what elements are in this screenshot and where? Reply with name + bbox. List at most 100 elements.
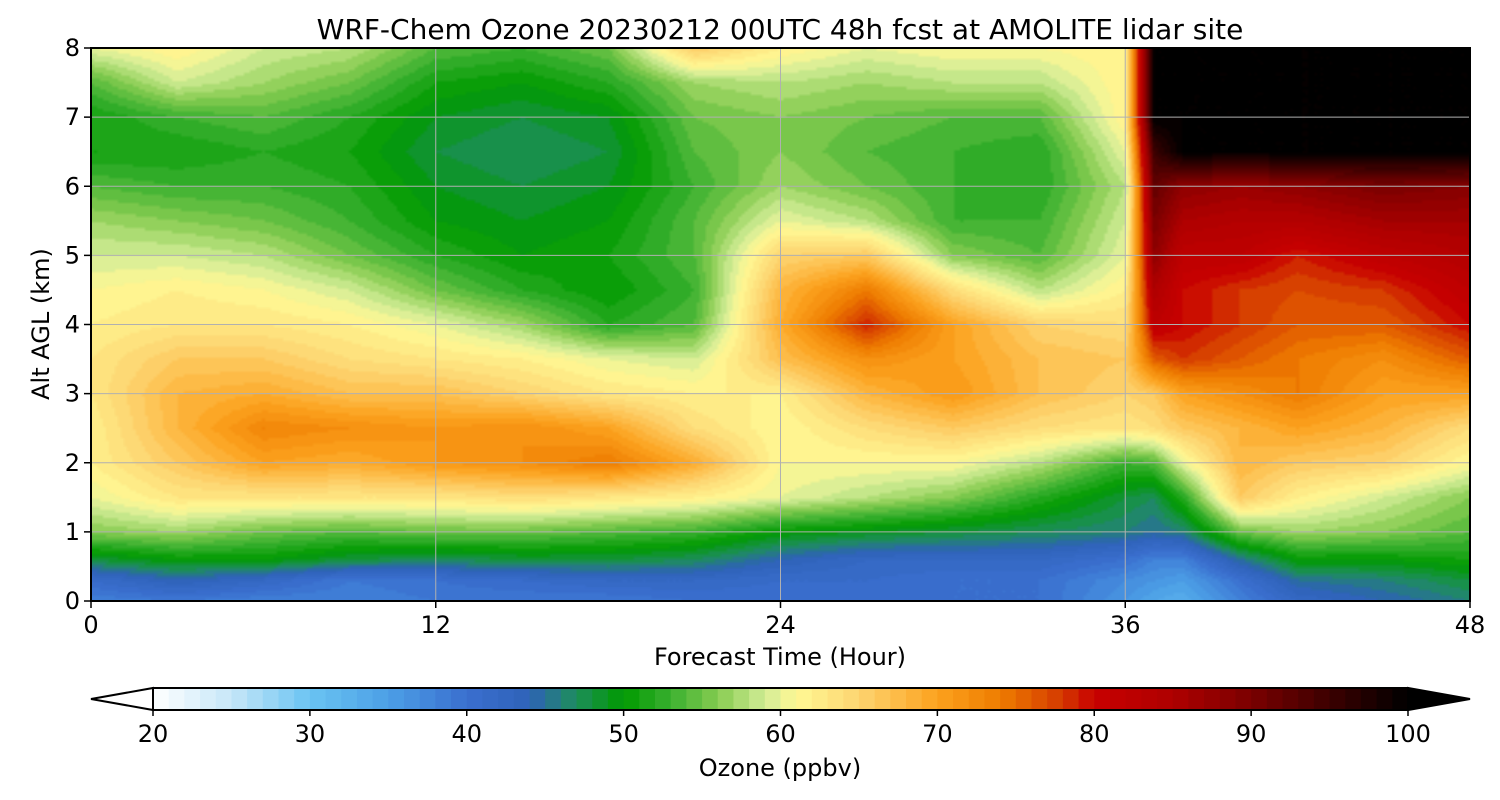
colorbar-cell — [843, 688, 860, 710]
colorbar-cell — [749, 688, 766, 710]
colorbar-cell — [1235, 688, 1252, 710]
colorbar-tick-label: 20 — [138, 720, 169, 748]
colorbar-cell — [1251, 688, 1268, 710]
colorbar-cell — [655, 688, 672, 710]
colorbar-cell — [1125, 688, 1142, 710]
colorbar-extend-min — [90, 686, 154, 712]
colorbar-cell — [545, 688, 562, 710]
colorbar-tick-label: 90 — [1236, 720, 1267, 748]
colorbar-cell — [388, 688, 405, 710]
colorbar-cell — [482, 688, 499, 710]
colorbar-cell — [247, 688, 264, 710]
colorbar-cell — [827, 688, 844, 710]
colorbar-cell — [1015, 688, 1033, 710]
x-tick-label: 24 — [765, 611, 796, 639]
y-tick-label: 5 — [65, 241, 80, 269]
chart-title: WRF-Chem Ozone 20230212 00UTC 48h fcst a… — [317, 13, 1244, 46]
y-tick-label: 6 — [65, 172, 80, 200]
colorbar-cells — [153, 688, 1409, 710]
colorbar-cell — [1392, 688, 1409, 710]
colorbar-cell — [1047, 688, 1064, 710]
colorbar-cell — [639, 688, 656, 710]
colorbar-cell — [1360, 688, 1378, 710]
colorbar-cell — [1000, 688, 1017, 710]
colorbar-cell — [1313, 688, 1331, 710]
y-tick-label: 0 — [65, 587, 80, 615]
colorbar-cell — [1062, 688, 1080, 710]
colorbar-cell — [1266, 688, 1284, 710]
colorbar-cell — [356, 688, 374, 710]
colorbar-cell — [466, 688, 484, 710]
x-tick-label: 48 — [1455, 611, 1486, 639]
colorbar-cell — [451, 688, 468, 710]
colorbar-tick-label: 60 — [765, 720, 796, 748]
colorbar-cell — [231, 688, 248, 710]
colorbar-cell — [200, 688, 217, 710]
colorbar-cell — [278, 688, 295, 710]
colorbar-cell — [498, 688, 515, 710]
colorbar-cell — [372, 688, 389, 710]
colorbar-cell — [513, 688, 531, 710]
colorbar-cell — [890, 688, 907, 710]
x-tick-label: 12 — [420, 611, 451, 639]
colorbar-cell — [858, 688, 876, 710]
colorbar-cell — [435, 688, 452, 710]
colorbar-cell — [309, 688, 327, 710]
colorbar: 20 30 40 50 60 70 80 90 100 Ozone (ppbv) — [90, 686, 1471, 782]
colorbar-cell — [780, 688, 797, 710]
colorbar-cell — [811, 688, 829, 710]
colorbar-cell — [937, 688, 954, 710]
colorbar-tick-label: 50 — [608, 720, 639, 748]
colorbar-cell — [294, 688, 311, 710]
colorbar-tick-label: 40 — [451, 720, 482, 748]
colorbar-cell — [702, 688, 719, 710]
x-tick-label: 0 — [83, 611, 98, 639]
colorbar-cell — [874, 688, 891, 710]
colorbar-cell — [262, 688, 280, 710]
colorbar-cell — [1094, 688, 1111, 710]
y-tick-label: 3 — [65, 380, 80, 408]
colorbar-cell — [1282, 688, 1299, 710]
colorbar-cell — [1298, 688, 1315, 710]
colorbar-cell — [1188, 688, 1205, 710]
colorbar-cell — [1078, 688, 1095, 710]
colorbar-tick-label: 100 — [1385, 720, 1431, 748]
colorbar-cell — [623, 688, 640, 710]
colorbar-cell — [1172, 688, 1189, 710]
colorbar-cell — [1329, 688, 1346, 710]
colorbar-cell — [1141, 688, 1158, 710]
colorbar-cell — [1031, 688, 1048, 710]
colorbar-cell — [168, 688, 185, 710]
colorbar-tick-label: 80 — [1079, 720, 1110, 748]
colorbar-cell — [184, 688, 201, 710]
colorbar-cell — [906, 688, 923, 710]
colorbar-cell — [1204, 688, 1221, 710]
y-tick-label: 1 — [65, 518, 80, 546]
colorbar-cell — [419, 688, 436, 710]
x-tick-label: 36 — [1110, 611, 1141, 639]
x-axis: 0 12 24 36 48 — [83, 601, 1485, 639]
y-axis-title: Alt AGL (km) — [27, 248, 55, 400]
colorbar-cell — [1376, 688, 1393, 710]
colorbar-cell — [560, 688, 578, 710]
colorbar-cell — [607, 688, 625, 710]
y-axis: 0 1 2 3 4 5 6 7 8 — [65, 34, 91, 615]
colorbar-cell — [686, 688, 703, 710]
colorbar-cell — [592, 688, 609, 710]
colorbar-cell — [1109, 688, 1127, 710]
x-axis-title: Forecast Time (Hour) — [654, 643, 906, 671]
colorbar-cell — [325, 688, 342, 710]
colorbar-cell — [717, 688, 735, 710]
colorbar-tick-label: 70 — [922, 720, 953, 748]
colorbar-cell — [968, 688, 986, 710]
colorbar-cell — [953, 688, 970, 710]
colorbar-cell — [576, 688, 593, 710]
colorbar-cell — [1157, 688, 1174, 710]
colorbar-cell — [1345, 688, 1362, 710]
colorbar-cell — [733, 688, 750, 710]
colorbar-cell — [341, 688, 358, 710]
colorbar-cell — [215, 688, 233, 710]
colorbar-cell — [921, 688, 938, 710]
colorbar-tick-label: 30 — [295, 720, 326, 748]
colorbar-cell — [404, 688, 421, 710]
